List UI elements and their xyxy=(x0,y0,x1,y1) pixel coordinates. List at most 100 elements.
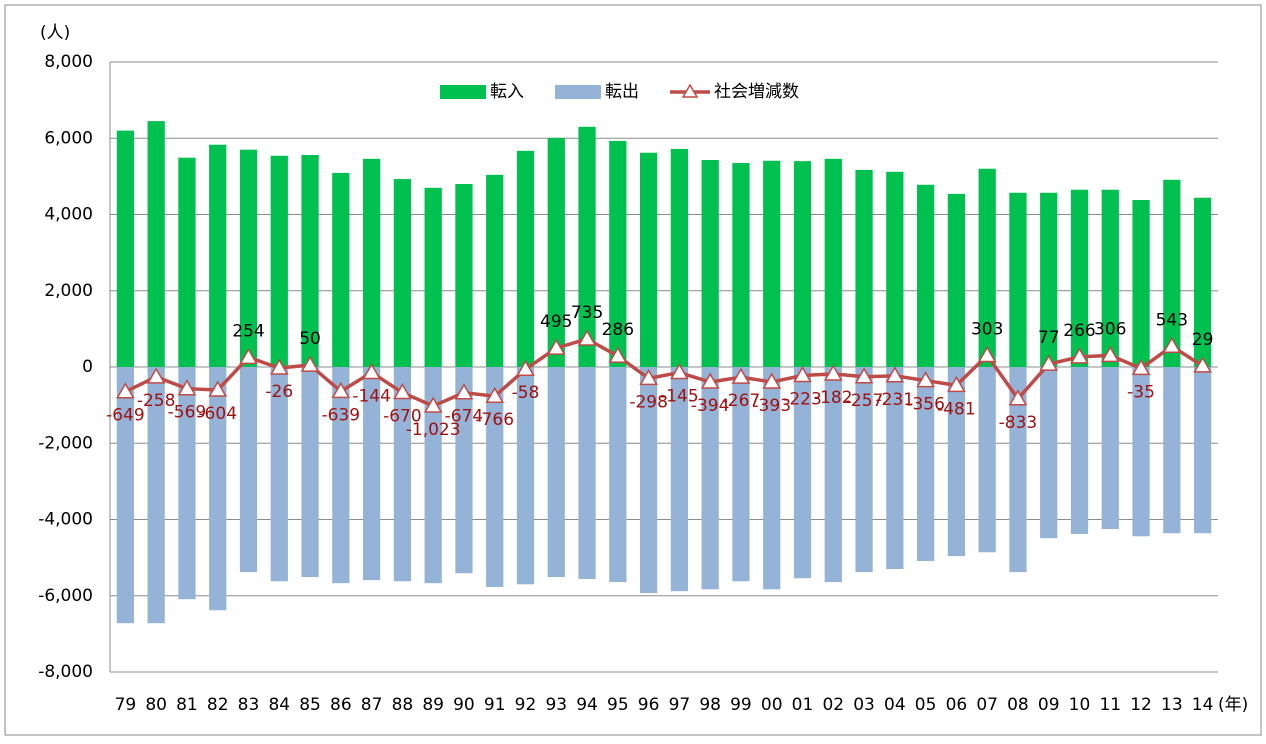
x-tick-label: 13 xyxy=(1161,695,1183,715)
x-tick-label: 01 xyxy=(792,695,814,715)
x-tick-label: 11 xyxy=(1099,695,1121,715)
x-tick-label: 04 xyxy=(884,695,906,715)
data-label: -649 xyxy=(106,406,145,426)
y-tick-label: 4,000 xyxy=(44,205,93,225)
data-label: 286 xyxy=(602,320,634,340)
x-tick-label: 82 xyxy=(207,695,229,715)
data-label: -182 xyxy=(814,388,853,408)
data-label: -26 xyxy=(265,382,293,402)
bar xyxy=(732,163,750,367)
data-label: -231 xyxy=(876,390,915,410)
bar xyxy=(270,155,288,367)
marker xyxy=(1039,354,1059,371)
data-label: -639 xyxy=(322,405,361,425)
x-tick-label: 95 xyxy=(607,695,629,715)
marker xyxy=(146,367,166,384)
bar xyxy=(424,367,442,584)
marker xyxy=(485,386,505,403)
x-tick-label: 87 xyxy=(361,695,383,715)
legend-swatch xyxy=(555,85,601,99)
x-tick-label: 84 xyxy=(268,695,290,715)
bar xyxy=(763,160,781,367)
marker xyxy=(239,347,258,365)
bar xyxy=(947,193,966,367)
marker xyxy=(670,363,689,380)
marker xyxy=(362,362,381,380)
y-tick-label: 6,000 xyxy=(44,128,93,148)
bar xyxy=(178,157,196,367)
bar xyxy=(209,144,227,367)
data-label: -35 xyxy=(1127,382,1155,402)
bar xyxy=(486,367,504,587)
bar xyxy=(793,367,812,579)
bar xyxy=(1070,189,1089,367)
data-label: -144 xyxy=(352,386,391,406)
data-label: -393 xyxy=(752,396,791,416)
bar xyxy=(947,367,966,557)
x-tick-label: 99 xyxy=(730,695,752,715)
x-tick-label: 85 xyxy=(299,695,321,715)
bar xyxy=(1009,367,1027,573)
bar xyxy=(301,155,319,367)
x-tick-label: 92 xyxy=(515,695,537,715)
marker xyxy=(269,358,289,375)
marker xyxy=(1193,356,1212,373)
bar xyxy=(670,367,689,592)
bar xyxy=(855,367,873,573)
bar xyxy=(609,140,627,367)
marker xyxy=(331,381,351,399)
bar xyxy=(393,367,412,582)
marker xyxy=(1162,336,1182,354)
bar xyxy=(455,184,473,367)
bar xyxy=(1040,192,1058,367)
data-label: 50 xyxy=(299,329,321,349)
data-label: -394 xyxy=(691,396,730,416)
bar xyxy=(516,150,535,367)
data-label: -356 xyxy=(906,395,945,415)
data-label: 254 xyxy=(232,321,264,341)
bar xyxy=(1009,192,1027,367)
bar xyxy=(886,367,904,570)
bar xyxy=(178,367,196,600)
x-tick-label: 05 xyxy=(915,695,937,715)
bar xyxy=(732,367,750,582)
bar xyxy=(670,148,689,367)
data-label: -833 xyxy=(999,413,1038,433)
data-label: -481 xyxy=(937,399,976,419)
legend-marker xyxy=(681,83,699,98)
data-label: 495 xyxy=(540,312,572,332)
data-label: -58 xyxy=(512,383,540,403)
bar xyxy=(209,367,227,611)
x-tick-label: 00 xyxy=(761,695,783,715)
x-tick-label: 81 xyxy=(176,695,198,715)
legend-label: 社会増減数 xyxy=(714,82,799,102)
bar xyxy=(886,171,904,367)
bar xyxy=(547,367,565,578)
marker xyxy=(1100,345,1120,363)
x-tick-label: 02 xyxy=(822,695,844,715)
data-label: -223 xyxy=(783,390,822,410)
bar xyxy=(147,367,165,624)
bar xyxy=(793,161,812,367)
bar xyxy=(1101,367,1119,530)
marker xyxy=(1070,347,1089,364)
data-label: -258 xyxy=(137,391,176,411)
bar xyxy=(332,172,350,367)
bar xyxy=(916,367,935,562)
data-label: -674 xyxy=(445,407,484,427)
marker xyxy=(885,366,905,383)
data-label: 543 xyxy=(1156,310,1188,330)
y-tick-label: -2,000 xyxy=(38,433,93,453)
data-label: 735 xyxy=(571,303,603,323)
bar xyxy=(701,367,719,590)
y-tick-label: 2,000 xyxy=(44,281,93,301)
x-tick-label: 14 xyxy=(1192,695,1214,715)
marker xyxy=(608,346,628,363)
bar xyxy=(639,367,658,594)
marker xyxy=(639,368,658,386)
data-label: -145 xyxy=(660,387,699,407)
x-tick-label: 86 xyxy=(330,695,352,715)
marker xyxy=(423,396,443,413)
x-tick-label: 98 xyxy=(699,695,721,715)
